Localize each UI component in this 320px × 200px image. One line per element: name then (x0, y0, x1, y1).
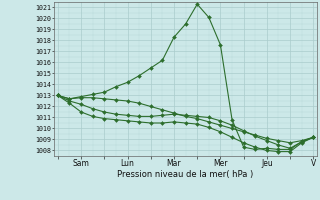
X-axis label: Pression niveau de la mer( hPa ): Pression niveau de la mer( hPa ) (117, 170, 254, 179)
